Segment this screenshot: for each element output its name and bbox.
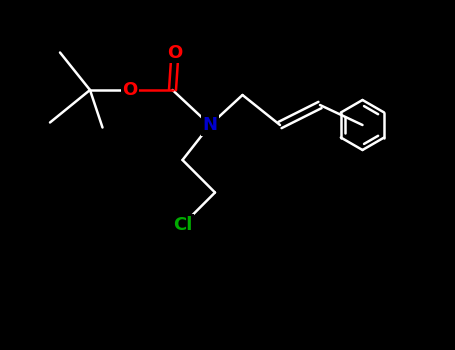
Text: O: O <box>167 43 182 62</box>
Text: N: N <box>202 116 217 134</box>
Text: Cl: Cl <box>173 216 192 234</box>
Text: O: O <box>122 81 137 99</box>
